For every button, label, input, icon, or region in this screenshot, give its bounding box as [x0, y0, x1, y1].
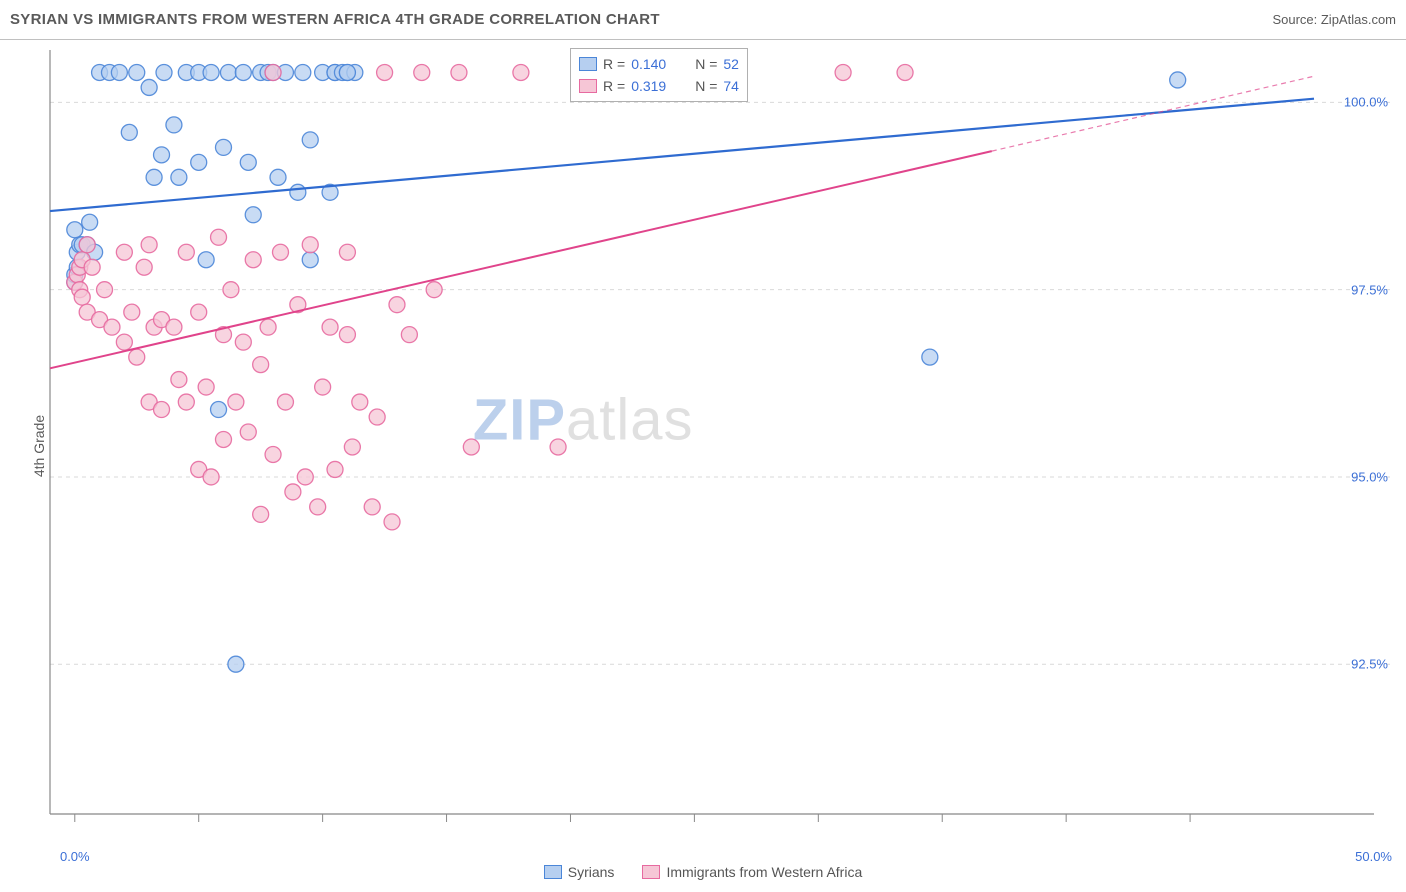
x-tick-label-right: 50.0%: [1355, 849, 1392, 864]
legend-swatch-icon: [544, 865, 562, 879]
y-tick-label: 95.0%: [1351, 469, 1388, 484]
correlation-legend: R = 0.140 N = 52 R = 0.319 N = 74: [570, 48, 748, 102]
legend-n-label: N =: [695, 75, 717, 97]
chart-svg: [44, 46, 1392, 842]
legend-r-value: 0.140: [631, 53, 681, 75]
legend-n-label: N =: [695, 53, 717, 75]
series-legend-item: Immigrants from Western Africa: [642, 864, 862, 880]
y-tick-label: 100.0%: [1344, 95, 1388, 110]
plot-area: ZIPatlas 92.5%95.0%97.5%100.0%0.0%50.0%: [44, 46, 1392, 842]
x-tick-label-left: 0.0%: [60, 849, 90, 864]
legend-row: R = 0.319 N = 74: [579, 75, 739, 97]
legend-r-label: R =: [603, 75, 625, 97]
legend-row: R = 0.140 N = 52: [579, 53, 739, 75]
legend-swatch-icon: [579, 57, 597, 71]
chart-title: SYRIAN VS IMMIGRANTS FROM WESTERN AFRICA…: [10, 11, 660, 28]
series-legend-label: Syrians: [568, 864, 615, 880]
legend-swatch-icon: [642, 865, 660, 879]
y-tick-label: 92.5%: [1351, 657, 1388, 672]
legend-n-value: 52: [723, 53, 739, 75]
legend-swatch-icon: [579, 79, 597, 93]
legend-r-value: 0.319: [631, 75, 681, 97]
series-legend-label: Immigrants from Western Africa: [666, 864, 862, 880]
series-legend-item: Syrians: [544, 864, 615, 880]
legend-n-value: 74: [723, 75, 739, 97]
series-legend: Syrians Immigrants from Western Africa: [0, 864, 1406, 880]
title-bar: SYRIAN VS IMMIGRANTS FROM WESTERN AFRICA…: [0, 0, 1406, 40]
legend-r-label: R =: [603, 53, 625, 75]
source-label: Source: ZipAtlas.com: [1272, 12, 1396, 27]
y-tick-label: 97.5%: [1351, 282, 1388, 297]
